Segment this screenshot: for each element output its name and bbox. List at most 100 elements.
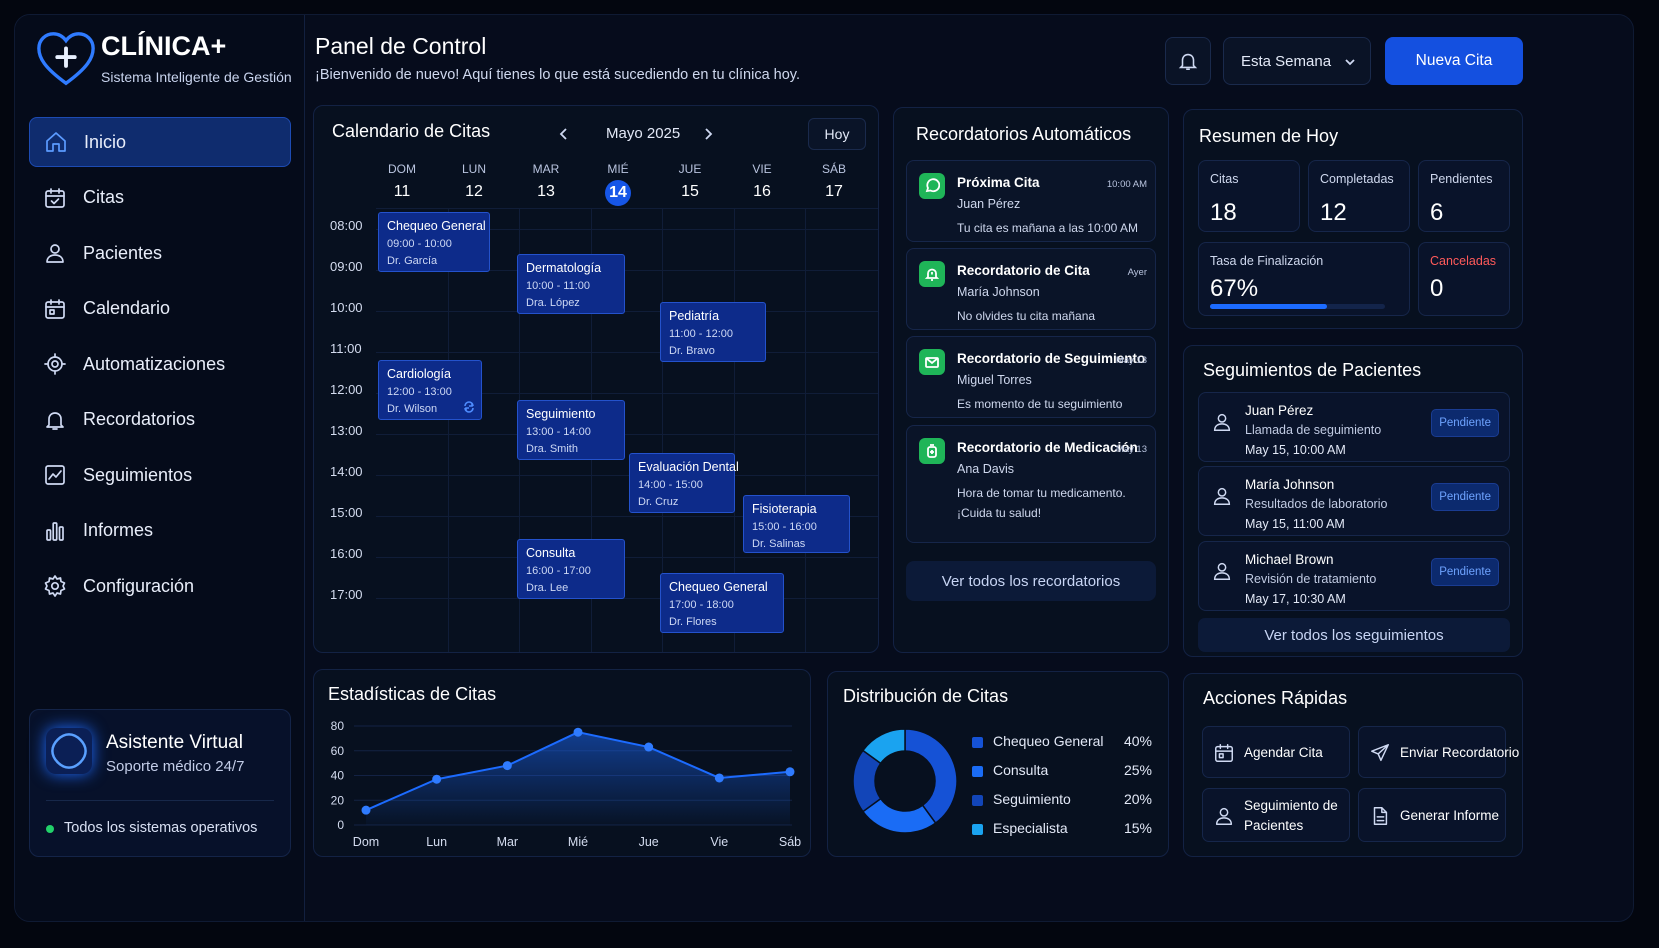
grid-line (376, 310, 878, 312)
sidebar-item-pacientes[interactable]: Pacientes (29, 228, 291, 278)
sidebar-item-inicio[interactable]: Inicio (29, 117, 291, 167)
line-chart: 0 20 40 60 80 Dom Lun Mar Mié Jue Vie Sáb (331, 719, 802, 849)
sidebar-item-label: Configuración (83, 575, 195, 596)
reminder-title: Recordatorio de Cita (957, 263, 1090, 278)
today-button[interactable]: Hoy (808, 118, 866, 150)
day-header-sáb[interactable]: SÁB 17 (804, 162, 864, 204)
app-window: CLÍNICA+ Sistema Inteligente de Gestión … (14, 14, 1634, 922)
data-point[interactable] (785, 767, 795, 777)
chevron-right-icon[interactable] (700, 126, 716, 142)
day-name: VIE (752, 162, 772, 176)
data-point[interactable] (502, 761, 512, 771)
followup-item[interactable]: Michael Brown Revisión de tratamiento May … (1198, 541, 1510, 611)
followup-item[interactable]: Juan Pérez Llamada de seguimiento May 15, … (1198, 392, 1510, 462)
event-time: 12:00 - 13:00 (387, 386, 452, 398)
appointments-calendar: Calendario de Citas Mayo 2025 Hoy DOM 11 L… (313, 105, 879, 653)
legend-value: 25% (1123, 762, 1152, 778)
calendar-event[interactable]: Seguimiento 13:00 - 14:00 Dra. Smith (517, 400, 625, 460)
sidebar-item-configuracion[interactable]: Configuración (29, 561, 291, 611)
reminder-item[interactable]: Recordatorio de Medicación May 13 Ana Davi… (906, 425, 1156, 543)
calendar-grid[interactable]: Chequeo General 09:00 - 10:00 Dr. García De… (376, 208, 878, 652)
reminder-item[interactable]: Recordatorio de Seguimiento May 13 Miguel … (906, 336, 1156, 418)
y-tick-label: 60 (331, 744, 345, 758)
calendar-event[interactable]: Fisioterapia 15:00 - 16:00 Dr. Salinas (743, 495, 850, 553)
time-label: 17:00 (330, 587, 363, 602)
send-icon (1371, 744, 1389, 762)
followup-description: Revisión de tratamiento (1245, 572, 1377, 586)
sidebar-item-calendario[interactable]: Calendario (29, 284, 291, 334)
assistant-title: Asistente Virtual (106, 732, 243, 753)
calendar-icon (45, 298, 65, 319)
sidebar-item-automatizaciones[interactable]: Automatizaciones (29, 339, 291, 389)
calendar-event[interactable]: Chequeo General 09:00 - 10:00 Dr. García (378, 212, 490, 272)
reminder-title: Recordatorio de Medicación (957, 440, 1138, 455)
reminder-message: Es momento de tu seguimiento (957, 397, 1123, 411)
patient-followup-button[interactable]: Seguimiento de Pacientes (1202, 788, 1350, 842)
x-tick-label: Mar (497, 835, 519, 849)
new-appointment-button[interactable]: Nueva Cita (1385, 37, 1523, 85)
followup-date: May 15, 11:00 AM (1245, 517, 1345, 531)
brand-subtitle: Sistema Inteligente de Gestión (101, 69, 292, 85)
quick-actions-title: Acciones Rápidas (1203, 688, 1348, 708)
sidebar: CLÍNICA+ Sistema Inteligente de Gestión … (15, 15, 305, 921)
event-doctor: Dra. López (526, 297, 580, 309)
day-number: 11 (393, 183, 411, 200)
calendar-event[interactable]: Pediatría 11:00 - 12:00 Dr. Bravo (660, 302, 766, 362)
x-tick-label: Dom (353, 835, 379, 849)
calendar-event[interactable]: Chequeo General 17:00 - 18:00 Dr. Flores (660, 573, 784, 633)
sidebar-item-seguimientos[interactable]: Seguimientos (29, 450, 291, 500)
generate-report-button[interactable]: Generar Informe (1358, 788, 1506, 842)
view-all-followups-button[interactable]: Ver todos los seguimientos (1198, 618, 1510, 652)
sidebar-item-citas[interactable]: Citas (29, 173, 291, 223)
data-point[interactable] (644, 742, 654, 752)
data-point[interactable] (361, 805, 371, 815)
reminder-item[interactable]: Recordatorio de Cita Ayer María Johnson No … (906, 248, 1156, 330)
followup-item[interactable]: María Johnson Resultados de laboratorio Ma… (1198, 466, 1510, 536)
calendar-event[interactable]: Evaluación Dental 14:00 - 15:00 Dr. Cruz (629, 453, 739, 513)
gear-target-icon (44, 353, 66, 375)
calendar-event[interactable]: Cardiología 12:00 - 13:00 Dr. Wilson (378, 360, 482, 420)
schedule-appointment-button[interactable]: Agendar Cita (1202, 726, 1350, 778)
day-number: 15 (681, 183, 699, 200)
period-select[interactable]: Esta Semana (1223, 37, 1371, 85)
sidebar-item-recordatorios[interactable]: Recordatorios (29, 395, 291, 445)
view-all-reminders-button[interactable]: Ver todos los recordatorios (906, 561, 1156, 601)
completion-progress-bar (1210, 304, 1385, 309)
virtual-assistant-card[interactable]: Asistente Virtual Soporte médico 24/7 To… (29, 709, 291, 857)
notifications-button[interactable] (1165, 37, 1211, 85)
sync-icon (464, 401, 474, 413)
legend-label: Consulta (993, 762, 1049, 778)
event-time: 15:00 - 16:00 (752, 521, 817, 533)
x-tick-label: Vie (710, 835, 728, 849)
day-header-vie[interactable]: VIE 16 (732, 162, 792, 204)
day-header-mié[interactable]: MIÉ 14 (588, 162, 648, 206)
data-point[interactable] (714, 773, 724, 783)
reminder-item[interactable]: Próxima Cita 10:00 AM Juan Pérez Tu cita es… (906, 160, 1156, 242)
time-label: 16:00 (330, 546, 363, 561)
appointments-stats-chart: Estadísticas de Citas 0 20 40 60 80 Dom Lun Mar… (313, 669, 811, 857)
data-point[interactable] (432, 774, 442, 784)
day-header-lun[interactable]: LUN 12 (444, 162, 504, 204)
pie-slice[interactable] (861, 728, 906, 765)
data-point[interactable] (573, 727, 583, 737)
quick-action-label: Enviar Recordatorio (1400, 745, 1520, 760)
calendar-event[interactable]: Dermatología 10:00 - 11:00 Dra. López (517, 254, 625, 314)
day-header-dom[interactable]: DOM 11 (372, 162, 432, 204)
assistant-orb-icon (46, 728, 92, 774)
event-title: Consulta (526, 546, 576, 560)
calendar-event[interactable]: Consulta 16:00 - 17:00 Dra. Lee (517, 539, 625, 599)
day-header-jue[interactable]: JUE 15 (660, 162, 720, 204)
sidebar-item-informes[interactable]: Informes (29, 506, 291, 556)
event-title: Pediatría (669, 309, 720, 323)
chevron-down-icon (1345, 59, 1355, 66)
stat-value: 18 (1210, 199, 1237, 226)
grid-line (376, 208, 878, 209)
day-number: 13 (537, 183, 555, 200)
pie-slice[interactable] (904, 728, 958, 825)
event-title: Dermatología (526, 261, 602, 275)
send-reminder-button[interactable]: Enviar Recordatorio (1358, 726, 1519, 778)
chevron-left-icon[interactable] (556, 126, 572, 142)
day-header-mar[interactable]: MAR 13 (516, 162, 576, 204)
grid-line (376, 474, 878, 476)
legend-label: Chequeo General (993, 733, 1104, 749)
